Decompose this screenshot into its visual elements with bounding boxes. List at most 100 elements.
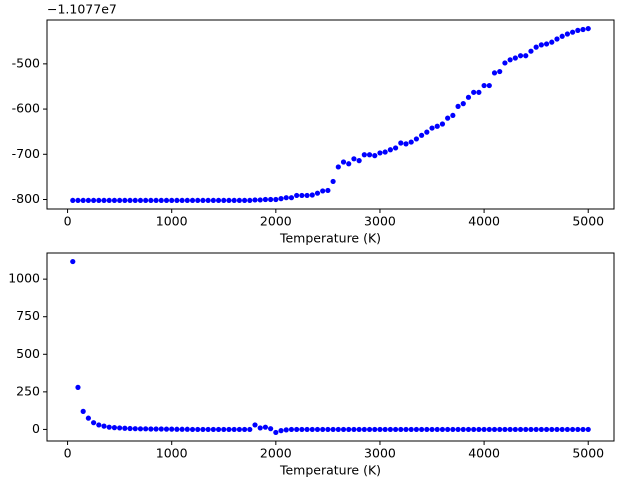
point	[288, 426, 295, 433]
x-tick-label: 1000	[156, 214, 188, 229]
point	[247, 426, 253, 433]
y-tick-label: 250	[16, 383, 40, 398]
point	[314, 426, 321, 433]
point	[543, 41, 550, 47]
point	[403, 141, 409, 147]
point	[200, 197, 206, 204]
point	[424, 129, 430, 135]
point	[278, 428, 284, 434]
point	[70, 258, 76, 265]
y-tick-label: -700	[12, 146, 40, 161]
point	[392, 145, 399, 151]
point	[439, 426, 446, 433]
point	[507, 426, 513, 433]
point	[85, 197, 91, 204]
point	[429, 426, 435, 433]
point	[195, 197, 201, 204]
x-tick-label: 4000	[468, 214, 500, 229]
point	[346, 426, 352, 433]
y-tick-label: -600	[12, 101, 40, 116]
point	[137, 197, 144, 204]
point	[413, 426, 420, 433]
point	[382, 149, 388, 155]
point	[184, 426, 190, 432]
point	[372, 426, 378, 433]
point	[429, 125, 435, 131]
point	[111, 425, 118, 431]
point	[434, 426, 440, 433]
point	[471, 89, 477, 95]
point	[80, 197, 86, 204]
point	[491, 70, 498, 76]
point	[179, 197, 185, 204]
point	[356, 158, 362, 164]
point	[471, 426, 477, 433]
point	[111, 197, 118, 204]
point	[434, 123, 440, 129]
point	[366, 426, 373, 433]
point	[75, 197, 81, 204]
point	[340, 159, 347, 165]
point	[90, 420, 97, 426]
point	[122, 425, 128, 431]
point	[538, 426, 544, 433]
x-axis-label: Temperature (K)	[279, 463, 381, 478]
axes-frame	[46, 19, 615, 210]
point	[304, 426, 310, 433]
point	[226, 197, 232, 204]
point	[262, 196, 269, 203]
point	[153, 426, 159, 432]
x-tick-label: 0	[64, 446, 72, 461]
point	[236, 426, 242, 433]
point	[460, 426, 466, 433]
point	[101, 197, 107, 204]
point	[413, 136, 420, 142]
point	[288, 195, 295, 201]
point	[132, 426, 138, 432]
point	[231, 426, 237, 433]
point	[528, 426, 534, 433]
point	[445, 115, 451, 121]
x-axis-label: Temperature (K)	[279, 231, 381, 246]
point	[419, 132, 425, 138]
point	[241, 197, 248, 204]
x-tick-label: 3000	[364, 446, 396, 461]
point	[528, 48, 534, 54]
point	[231, 197, 237, 204]
point	[335, 164, 341, 170]
point	[257, 425, 263, 431]
point	[304, 192, 310, 199]
point	[268, 196, 274, 203]
point	[481, 426, 487, 433]
y-tick-label: 500	[16, 346, 40, 361]
point	[184, 197, 190, 204]
point	[309, 192, 315, 198]
point	[403, 426, 409, 433]
point	[361, 152, 367, 158]
point	[356, 426, 362, 433]
point	[215, 197, 222, 204]
point	[387, 147, 393, 153]
point	[325, 187, 331, 194]
point	[278, 196, 284, 202]
point	[200, 426, 206, 433]
y-tick-label: 1000	[8, 271, 40, 286]
point	[174, 197, 180, 204]
point	[117, 197, 123, 204]
point	[377, 150, 383, 156]
point	[106, 197, 112, 204]
point	[517, 53, 524, 59]
point	[512, 426, 518, 433]
point	[554, 36, 560, 42]
point	[549, 426, 555, 433]
point	[294, 426, 300, 433]
point	[205, 197, 211, 204]
point	[215, 426, 222, 433]
point	[351, 426, 357, 433]
point	[361, 426, 367, 433]
x-tick-label: 5000	[572, 214, 604, 229]
point	[330, 426, 336, 433]
point	[398, 426, 404, 433]
point	[247, 197, 253, 204]
